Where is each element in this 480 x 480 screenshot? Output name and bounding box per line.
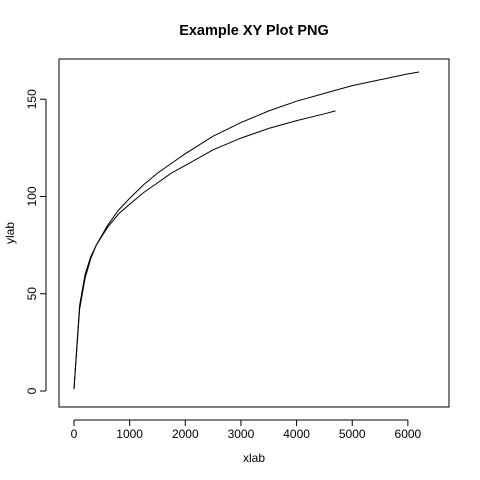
- y-tick-label: 0: [25, 387, 39, 394]
- y-axis-label: ylab: [3, 222, 17, 244]
- y-tick-label: 100: [25, 186, 39, 206]
- x-tick-label: 3000: [228, 427, 255, 441]
- series-line-2: [73, 110, 336, 390]
- plot-frame: [58, 58, 450, 408]
- x-tick-label: 0: [71, 427, 78, 441]
- x-tick-label: 2000: [172, 427, 199, 441]
- chart-title: Example XY Plot PNG: [179, 23, 329, 39]
- x-axis-label: xlab: [243, 451, 265, 465]
- series-line-1: [73, 71, 420, 390]
- x-tick-label: 5000: [339, 427, 366, 441]
- y-tick-label: 50: [25, 287, 39, 301]
- x-tick-label: 4000: [283, 427, 310, 441]
- x-tick-label: 6000: [395, 427, 422, 441]
- x-axis: 0 1000 2000 3000 4000 5000 6000: [71, 419, 422, 441]
- y-tick-label: 150: [25, 89, 39, 109]
- x-tick-label: 1000: [116, 427, 143, 441]
- y-axis: 0 50 100 150: [25, 89, 47, 394]
- series-layer: [73, 71, 420, 390]
